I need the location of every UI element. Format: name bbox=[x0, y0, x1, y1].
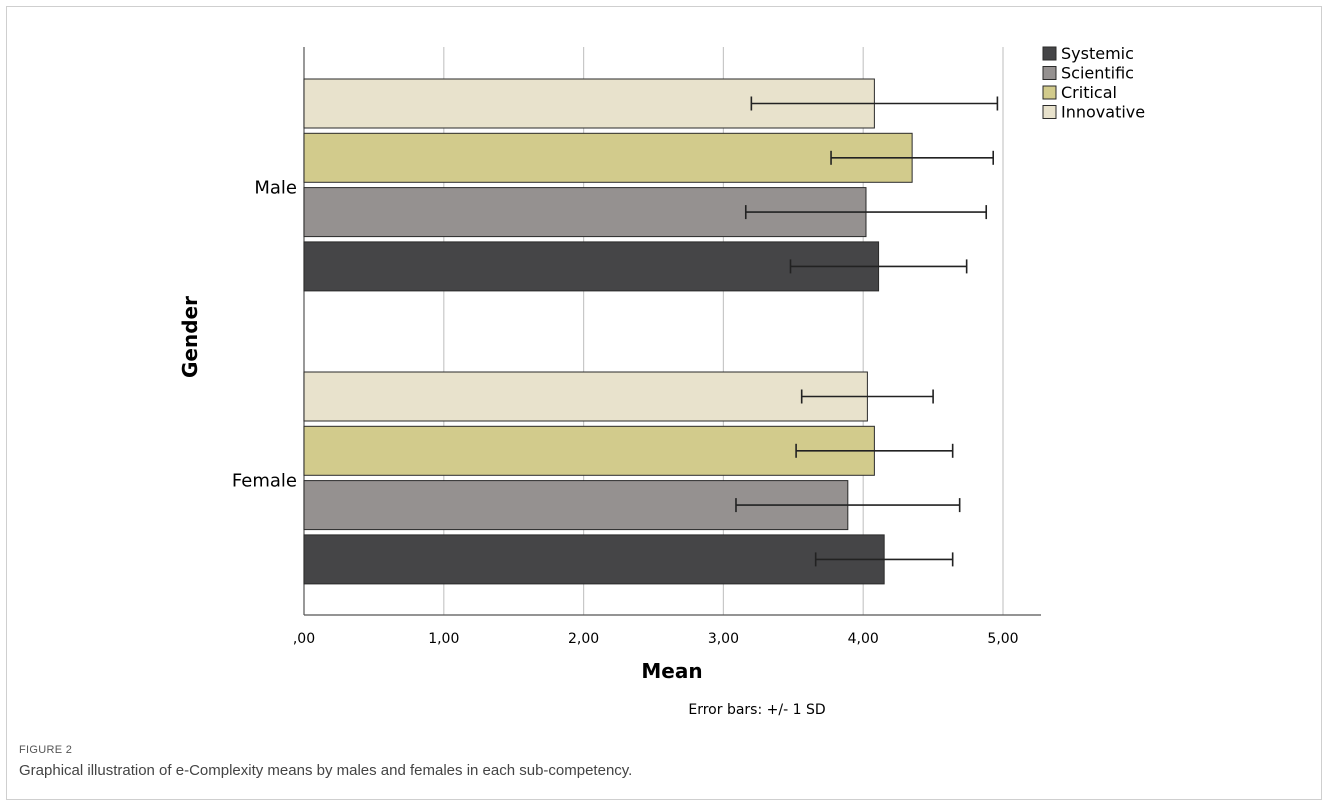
legend-label-scientific: Scientific bbox=[1061, 64, 1134, 83]
errorbar-male-innovative bbox=[750, 96, 999, 111]
figure-caption: Graphical illustration of e-Complexity m… bbox=[19, 762, 633, 779]
chart-area: Male Female ,00 1,00 2,00 3,00 4,00 5,00 Mean Gen… bbox=[178, 44, 1145, 718]
category-label-male: Male bbox=[254, 178, 297, 199]
figure-frame: Male Female ,00 1,00 2,00 3,00 4,00 5,00 Mean Gen… bbox=[6, 6, 1322, 800]
bar-female-critical bbox=[303, 425, 875, 476]
errorbar-male-scientific bbox=[744, 205, 988, 220]
x-tick-label-5: 5,00 bbox=[987, 631, 1018, 647]
legend-label-critical: Critical bbox=[1061, 83, 1117, 102]
figure-label: FIGURE 2 bbox=[19, 744, 73, 756]
bar-female-innovative bbox=[303, 371, 868, 422]
bar-female-systemic bbox=[303, 534, 885, 585]
legend-swatch-scientific bbox=[1042, 66, 1057, 80]
errorbar-female-critical bbox=[795, 443, 954, 458]
errorbar-male-systemic bbox=[789, 259, 968, 274]
errorbar-female-scientific bbox=[735, 498, 961, 513]
errorbar-female-systemic bbox=[814, 552, 954, 567]
x-tick-label-0: ,00 bbox=[293, 631, 315, 647]
bar-male-critical bbox=[303, 132, 913, 183]
x-tick-label-3: 3,00 bbox=[708, 631, 739, 647]
bar-male-systemic bbox=[303, 241, 880, 292]
x-tick-label-2: 2,00 bbox=[568, 631, 599, 647]
errorbar-female-innovative bbox=[800, 389, 934, 404]
x-tick-label-1: 1,00 bbox=[428, 631, 459, 647]
legend-swatch-critical bbox=[1042, 85, 1057, 100]
x-axis-title: Mean bbox=[641, 659, 702, 683]
legend-label-systemic: Systemic bbox=[1061, 44, 1134, 63]
legend-swatch-systemic bbox=[1042, 46, 1057, 61]
error-bar-note: Error bars: +/- 1 SD bbox=[688, 702, 825, 718]
x-tick-label-4: 4,00 bbox=[848, 631, 879, 647]
legend-label-innovative: Innovative bbox=[1061, 103, 1145, 122]
errorbar-male-critical bbox=[830, 150, 995, 165]
legend-swatch-innovative bbox=[1042, 105, 1057, 119]
category-label-female: Female bbox=[232, 471, 297, 492]
y-axis-title: Gender bbox=[178, 296, 202, 378]
